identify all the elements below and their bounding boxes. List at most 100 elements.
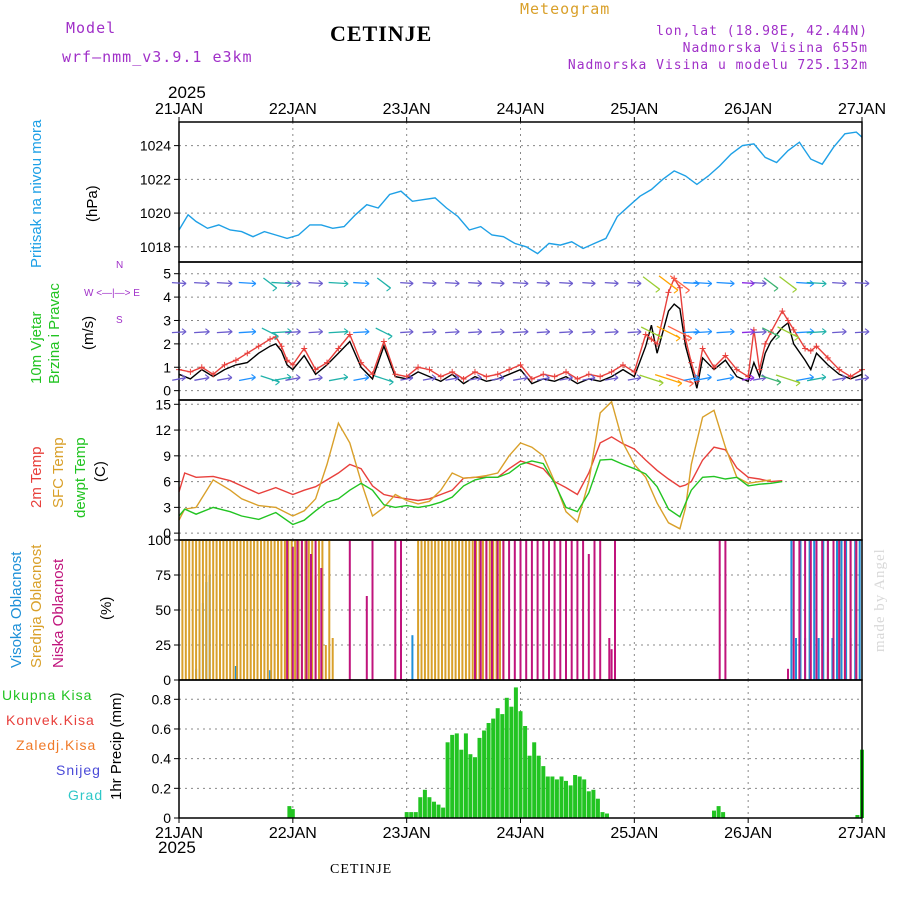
wind-arrow [285, 281, 301, 285]
clouds-bar-mid_cloud [499, 540, 501, 680]
wind-arrowhead [296, 280, 301, 287]
gust-marker [790, 326, 797, 333]
gust-marker [198, 364, 205, 371]
precip-bar-total_precip [413, 812, 418, 818]
clouds-bar-mid_cloud [205, 540, 208, 680]
wind-arrowhead [499, 328, 505, 336]
clouds-bar-mid_cloud [454, 540, 457, 680]
clouds-bar-low_cloud [610, 649, 613, 680]
clouds-bar-low_cloud [479, 540, 482, 680]
gust-marker [437, 373, 444, 380]
wind-arrow [775, 374, 801, 384]
precip-bar-total_precip [605, 813, 609, 818]
clouds-bar-mid_cloud [488, 540, 491, 680]
clouds-bar-mid_cloud [324, 645, 327, 680]
wind-arrow [667, 325, 693, 339]
clouds-bar-mid_cloud [229, 540, 232, 680]
wind-arrow [422, 377, 437, 381]
wind-arrowhead [364, 374, 370, 381]
pressure-ytick-label: 1024 [140, 138, 171, 154]
wind-arrow [741, 282, 755, 285]
clouds-bar-mid_cloud [260, 540, 262, 680]
gust-marker [762, 340, 769, 347]
clouds-bar-mid_cloud [219, 540, 221, 680]
gust-marker [301, 345, 308, 352]
clouds-bar-low_cloud [496, 540, 499, 680]
precip-bar-total_precip [568, 785, 573, 818]
precip-bar-total_precip [459, 749, 464, 818]
precip-ytick-label: 0.2 [152, 780, 172, 796]
wind-arrow [328, 281, 349, 285]
wind-arrow [777, 326, 799, 339]
gust-marker [807, 347, 814, 354]
wind-arrow [468, 331, 482, 334]
clouds-bar-low_cloud [291, 547, 294, 680]
wind-arrowhead [364, 280, 370, 287]
wind-arrowhead [388, 378, 394, 386]
wind-arrowhead [408, 328, 414, 336]
bottom-date-label: 23JAN [383, 825, 431, 842]
precip-bar-total_precip [287, 806, 292, 818]
wind-arrow [400, 377, 413, 381]
gust-marker [540, 371, 547, 378]
clouds-bar-low_cloud [348, 540, 351, 680]
clouds-bar-low_cloud [798, 540, 801, 680]
wind-arrowhead [408, 280, 414, 287]
clouds-bar-low_cloud [843, 540, 846, 680]
wind-arrowhead [821, 373, 827, 381]
precip-bar-total_precip [495, 708, 500, 818]
precip-bar-total_precip [855, 815, 860, 818]
gust-marker [642, 331, 649, 338]
wind-arrowhead [687, 334, 693, 342]
wind-line-wind_speed [178, 303, 863, 389]
precip-bar-total_precip [477, 737, 482, 818]
precip-bar-total_precip [290, 809, 295, 818]
gust-marker [380, 338, 387, 345]
wind-arrowhead [590, 374, 596, 382]
clouds-bar-mid_cloud [195, 540, 198, 680]
wind-arrowhead [773, 284, 779, 292]
wind-arrow [752, 331, 767, 334]
clouds-bar-low_cloud [305, 540, 308, 680]
wind-arrowhead [181, 374, 187, 382]
wind-arrowhead [205, 328, 210, 336]
wind-arrow [654, 373, 683, 384]
wind-arrowhead [761, 328, 767, 336]
clouds-bar-low_cloud [787, 668, 789, 680]
wind-arrowhead [613, 374, 619, 382]
precip-bar-total_precip [404, 812, 409, 818]
wind-arrow [238, 331, 256, 334]
wind-arrow [445, 377, 460, 381]
wind-arrowhead [821, 328, 827, 336]
clouds-ytick-label: 100 [148, 532, 172, 548]
wind-arrowhead [841, 280, 847, 287]
wind-arrowhead [343, 328, 349, 336]
gust-marker [608, 368, 615, 375]
wind-arrowhead [729, 280, 735, 288]
wind-arrow [683, 331, 700, 334]
clouds-ytick-label: 25 [155, 637, 171, 653]
meteogram-label: Meteogram [520, 0, 611, 18]
gust-marker [210, 371, 217, 378]
wind-arrow [559, 281, 573, 285]
wind-arrow [238, 376, 256, 382]
wind-arrowhead [590, 280, 596, 287]
wind-arrowhead [658, 379, 664, 387]
gust-marker [289, 361, 296, 368]
precip-bar-total_precip [573, 775, 578, 818]
wind-arrowhead [657, 333, 662, 341]
clouds-bar-mid_cloud [249, 540, 252, 680]
clouds-bar-mid_cloud [181, 540, 184, 680]
clouds-bar-mid_cloud [280, 540, 283, 680]
gust-marker [392, 371, 399, 378]
wind-ytick-label: 1 [163, 359, 171, 375]
gust-marker [682, 336, 689, 343]
wind-arrow [761, 327, 780, 338]
wind-arrowhead [204, 374, 210, 382]
bottom-date-label: 21JAN [155, 825, 203, 842]
wind-arrowhead [689, 379, 694, 387]
wind-arrowhead [636, 374, 642, 382]
precip-bar-total_precip [432, 801, 436, 818]
wind-arrow [854, 331, 870, 334]
wind-arrowhead [251, 328, 257, 336]
